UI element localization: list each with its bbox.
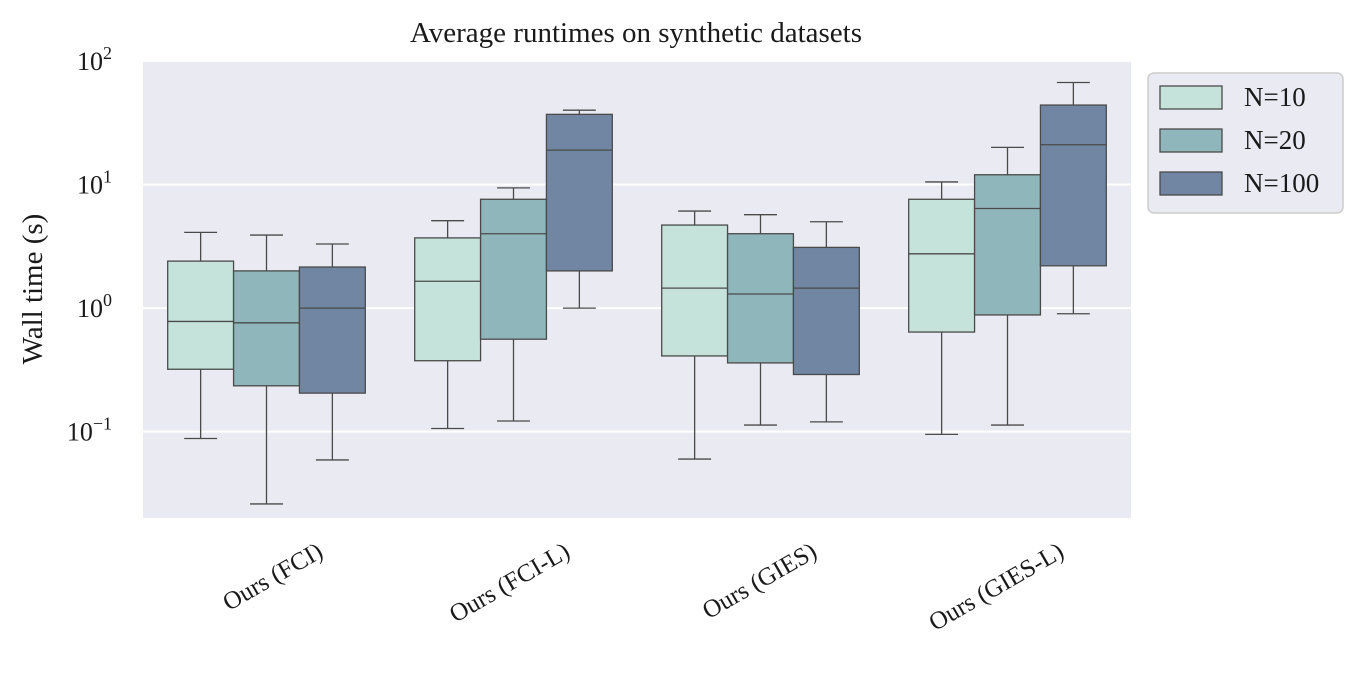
legend-swatch — [1159, 171, 1223, 196]
x-tick-label: Ours (GIES) — [698, 538, 822, 625]
y-tick-exponent: 0 — [103, 290, 112, 310]
box-N=10-Ours (FCI-L) — [414, 220, 482, 430]
box-N=100-Ours (GIES) — [792, 221, 860, 423]
x-tick-label: Ours (FCI) — [218, 538, 327, 617]
box-N=20-Ours (FCI) — [232, 234, 301, 505]
box-N=100-Ours (FCI) — [298, 243, 366, 461]
y-tick-label: 101 — [77, 167, 112, 200]
boxes — [167, 81, 1107, 505]
box-N=100-Ours (FCI-L) — [545, 109, 613, 309]
y-tick-label: 100 — [77, 290, 112, 323]
box-iqr — [414, 237, 482, 362]
box-N=20-Ours (FCI-L) — [479, 187, 548, 422]
y-tick-exponent: 1 — [103, 167, 112, 187]
y-axis-label: Wall time (s) — [17, 214, 49, 365]
x-tick-label: Ours (GIES-L) — [925, 538, 1069, 637]
box-iqr — [232, 270, 301, 387]
box-iqr — [479, 198, 548, 340]
box-iqr — [973, 174, 1042, 316]
y-tick-label: 102 — [77, 43, 112, 76]
box-N=10-Ours (GIES) — [661, 210, 729, 460]
box-iqr — [792, 246, 860, 376]
legend-swatch — [1159, 128, 1223, 153]
box-iqr — [167, 260, 235, 370]
legend: N=10 N=20 N=100 — [1147, 72, 1344, 214]
box-iqr — [298, 266, 366, 394]
legend-label: N=10 — [1244, 82, 1306, 112]
box-iqr — [1039, 104, 1107, 267]
y-tick-base: 10 — [67, 418, 93, 447]
x-axis-labels: Ours (FCI) Ours (FCI-L) Ours (GIES) Ours (G… — [218, 538, 1068, 637]
x-tick-label: Ours (FCI-L) — [445, 538, 575, 628]
chart-title: Average runtimes on synthetic datasets — [410, 17, 862, 49]
legend-label: N=100 — [1244, 168, 1319, 198]
box-N=20-Ours (GIES-L) — [973, 146, 1042, 426]
box-iqr — [545, 113, 613, 272]
y-tick-base: 10 — [77, 294, 103, 323]
box-N=10-Ours (FCI) — [167, 231, 235, 440]
y-tick-exponent: −1 — [93, 414, 112, 434]
box-iqr — [661, 224, 729, 357]
box-iqr — [908, 198, 976, 333]
box-N=100-Ours (GIES-L) — [1039, 81, 1107, 315]
y-tick-base: 10 — [77, 171, 103, 200]
y-tick-exponent: 2 — [103, 43, 112, 63]
box-N=20-Ours (GIES) — [726, 214, 795, 426]
y-tick-base: 10 — [77, 47, 103, 76]
box-N=10-Ours (GIES-L) — [908, 181, 976, 436]
legend-label: N=20 — [1244, 125, 1306, 155]
box-iqr — [726, 233, 795, 364]
legend-swatch — [1159, 85, 1223, 110]
y-tick-label: 10−1 — [67, 414, 112, 447]
